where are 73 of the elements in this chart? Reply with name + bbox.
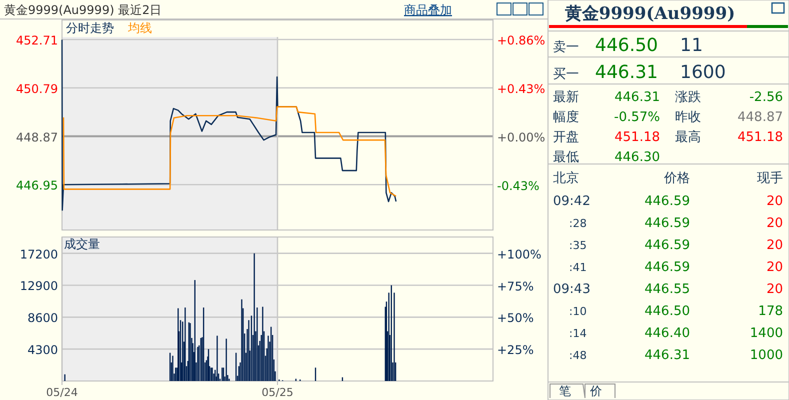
text: 笔 (559, 384, 571, 398)
text: 446.50 (595, 35, 658, 56)
text: 黄金9999(Au9999) (564, 4, 736, 24)
y2-tick-label: +25% (497, 343, 534, 358)
text: 446.31 (644, 348, 690, 363)
y2-tick-label: +100% (497, 247, 542, 262)
x-tick-label: 05/25 (262, 386, 294, 399)
text: :28 (569, 217, 587, 230)
text: 11 (680, 35, 703, 56)
y-tick-label: 452.71 (16, 34, 58, 48)
y2-tick-label: +75% (497, 279, 534, 294)
text: 买一 (553, 67, 579, 82)
text: 446.50 (644, 304, 690, 319)
text: -0.57% (614, 110, 660, 125)
chart-title: 黄金9999(Au9999) 最近2日 (4, 3, 162, 17)
y-tick-label: 8600 (27, 311, 58, 326)
y-tick-label: 446.95 (16, 178, 58, 193)
text: :35 (569, 239, 587, 252)
text: 卖一 (553, 40, 579, 55)
text: 价 (589, 384, 602, 398)
text: 446.59 (644, 260, 690, 275)
y2-tick-label: +0.00% (497, 130, 546, 144)
y2-tick-label: +0.43% (497, 82, 546, 96)
text: :48 (569, 349, 587, 362)
text: 涨跌 (675, 90, 701, 105)
y-tick-label: 4300 (27, 343, 58, 358)
y-tick-label: 450.79 (16, 82, 58, 96)
text: 20 (766, 238, 783, 253)
text: 1600 (680, 62, 726, 83)
text: 20 (766, 216, 783, 231)
text: 446.31 (595, 62, 658, 83)
text: 446.55 (644, 282, 690, 297)
text: 446.40 (644, 326, 690, 341)
text: 09:42 (553, 194, 590, 209)
text: 北京 (553, 171, 579, 186)
text: 幅度 (553, 109, 579, 125)
text: 20 (766, 260, 783, 275)
text: 20 (766, 194, 783, 209)
chart-title: 成交量 (64, 237, 100, 251)
text: :14 (569, 327, 587, 340)
text: 均线 (127, 21, 152, 35)
text: :10 (569, 305, 587, 318)
text: 446.31 (614, 90, 660, 105)
text: -2.56 (749, 90, 783, 105)
x-tick-label: 05/24 (46, 386, 78, 399)
text: 最新 (553, 90, 579, 105)
text: 451.18 (614, 130, 660, 145)
text: 09:43 (553, 282, 590, 297)
text: 最高 (675, 129, 701, 145)
text: 开盘 (553, 130, 579, 145)
text: 446.59 (644, 238, 690, 253)
text: 451.18 (738, 130, 783, 145)
text: 448.87 (738, 110, 783, 125)
series-label: 分时走势 (66, 21, 114, 35)
y-tick-label: 17200 (20, 247, 58, 262)
text: 446.30 (614, 150, 660, 165)
text: 20 (766, 282, 783, 297)
y2-tick-label: -0.43% (497, 178, 540, 193)
y2-tick-label: +50% (497, 311, 534, 326)
text: 446.59 (644, 216, 690, 231)
text: 昨收 (675, 110, 701, 125)
text: 最低 (553, 150, 579, 165)
y-tick-label: 448.87 (16, 130, 58, 144)
text: 1000 (750, 348, 783, 363)
y-tick-label: 12900 (20, 279, 58, 294)
text: 价格 (663, 171, 690, 186)
text: 178 (758, 304, 783, 319)
y2-tick-label: +0.86% (497, 33, 546, 48)
text: 1400 (750, 326, 783, 341)
text: :41 (569, 261, 587, 274)
text: 446.59 (644, 194, 690, 209)
text: 商品叠加 (404, 3, 452, 17)
text: 现手 (757, 171, 783, 186)
